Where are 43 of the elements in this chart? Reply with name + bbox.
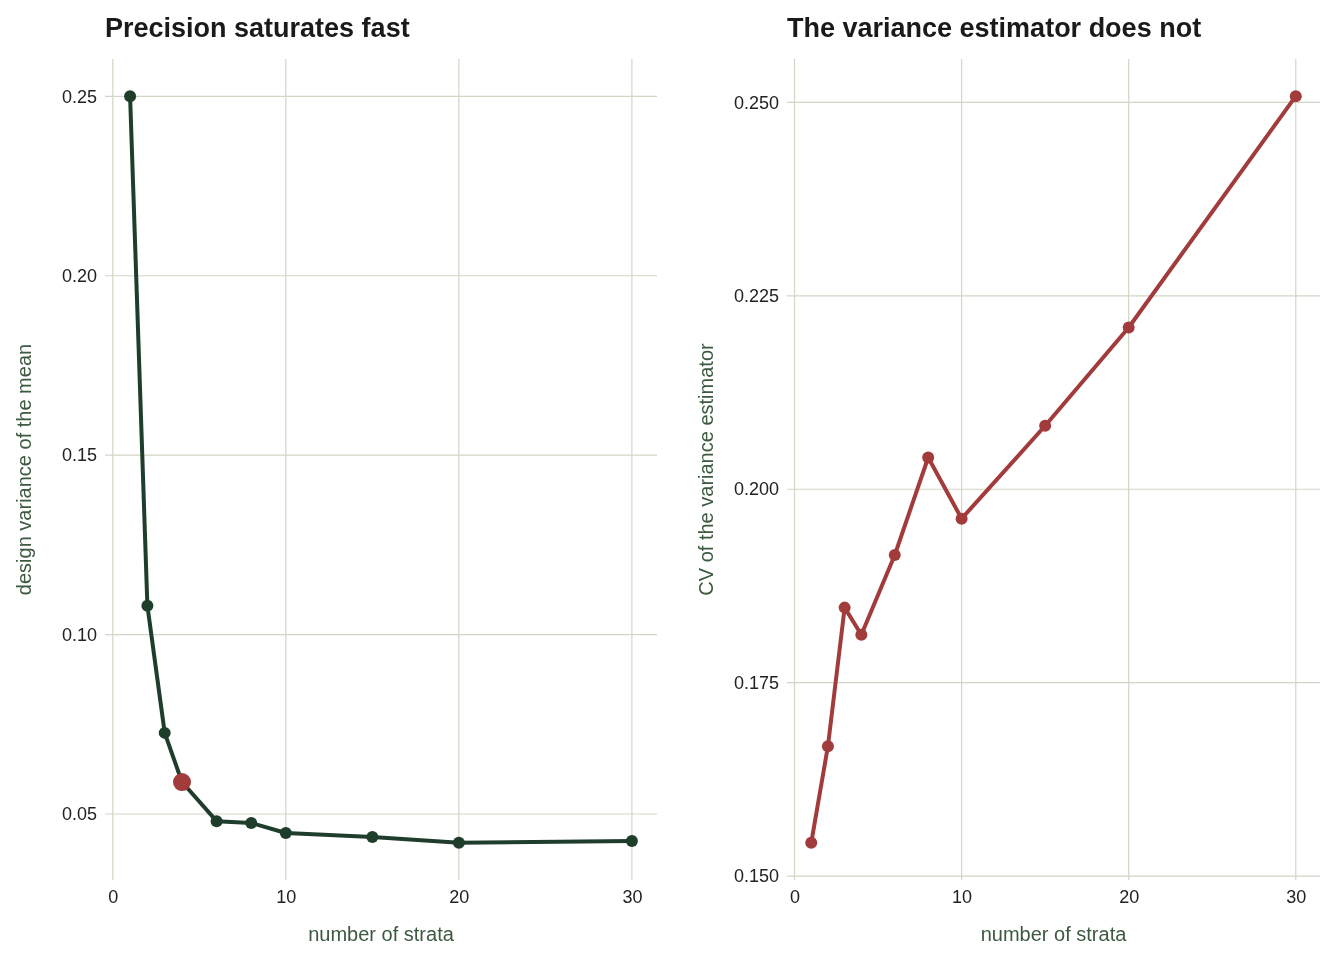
y-axis-title: CV of the variance estimator [695,343,717,596]
point [245,816,258,829]
point [821,740,834,753]
y-tick-label: 0.05 [61,804,97,825]
point [955,512,968,525]
point [124,90,137,103]
point [366,830,379,843]
point [279,826,292,839]
y-tick-label: 0.250 [733,92,779,113]
y-tick-label: 0.10 [61,624,97,645]
point [158,726,171,739]
x-tick-label: 30 [1286,886,1307,907]
point [1039,419,1052,432]
x-tick-label: 30 [622,886,643,907]
y-tick-label: 0.20 [61,265,97,286]
x-tick-label: 20 [449,886,470,907]
y-tick-label: 0.175 [733,672,779,693]
point [805,836,818,849]
point [838,601,851,614]
x-tick-label: 0 [790,886,801,907]
y-tick-label: 0.150 [733,866,779,887]
y-tick-label: 0.200 [733,479,779,500]
x-axis-title: number of strata [308,923,455,945]
y-tick-label: 0.225 [733,286,779,307]
chart-title: The variance estimator does not [787,13,1202,43]
x-axis-title: number of strata [980,923,1128,945]
chart-title: Precision saturates fast [105,13,410,43]
y-tick-label: 0.25 [61,86,97,107]
point [1122,321,1135,334]
point [855,628,868,641]
point [888,549,901,562]
point [922,451,935,464]
x-tick-label: 20 [1119,886,1140,907]
x-tick-label: 10 [952,886,973,907]
point [141,599,154,612]
point [452,836,465,849]
y-axis-title: design variance of the mean [13,343,35,596]
x-tick-label: 0 [108,886,119,907]
point [210,815,223,828]
y-tick-label: 0.15 [61,445,97,466]
point [625,834,638,847]
point [1289,90,1302,103]
x-tick-label: 10 [276,886,297,907]
